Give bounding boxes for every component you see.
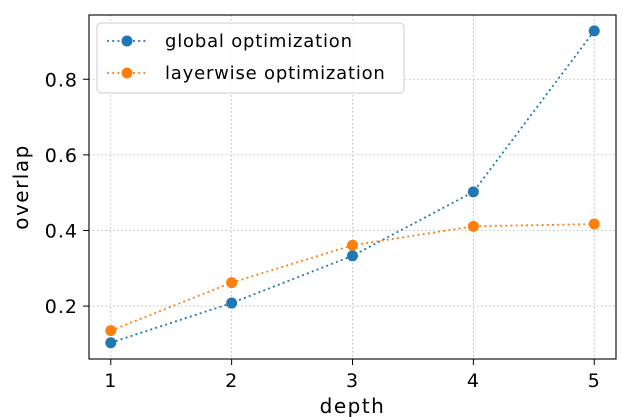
- x-tick-label: 4: [467, 370, 480, 392]
- x-axis-label: depth: [320, 394, 386, 417]
- data-point: [347, 239, 358, 251]
- data-point: [105, 325, 117, 337]
- x-tick-label: 5: [588, 370, 601, 392]
- x-tick-label: 3: [346, 370, 359, 392]
- x-tick-label: 2: [225, 370, 238, 392]
- data-point: [467, 220, 479, 232]
- y-tick-label: 0.6: [45, 145, 78, 167]
- legend-label: layerwise optimization: [165, 63, 386, 84]
- legend-marker: [121, 35, 133, 47]
- legend-box: [96, 22, 405, 94]
- legend: global optimization layerwise optimizatio…: [96, 22, 405, 94]
- series-line: [110, 30, 595, 344]
- y-tick-label: 0.4: [45, 220, 78, 242]
- data-point: [226, 297, 238, 309]
- series-layer: [105, 25, 600, 349]
- data-point: [467, 186, 479, 198]
- y-axis-label: overlap: [9, 144, 33, 230]
- data-point: [588, 218, 600, 230]
- y-tick-label: 0.8: [45, 69, 78, 91]
- legend-marker: [121, 67, 133, 79]
- x-tick-label: 1: [104, 370, 117, 392]
- axes: 1 2 3 4 5 0.2 0.4 0.6 0.8: [45, 69, 601, 392]
- data-point: [347, 250, 358, 262]
- data-point: [226, 277, 238, 289]
- legend-label: global optimization: [165, 31, 353, 52]
- y-tick-label: 0.2: [45, 296, 78, 318]
- data-point: [105, 337, 117, 349]
- data-point: [588, 25, 600, 37]
